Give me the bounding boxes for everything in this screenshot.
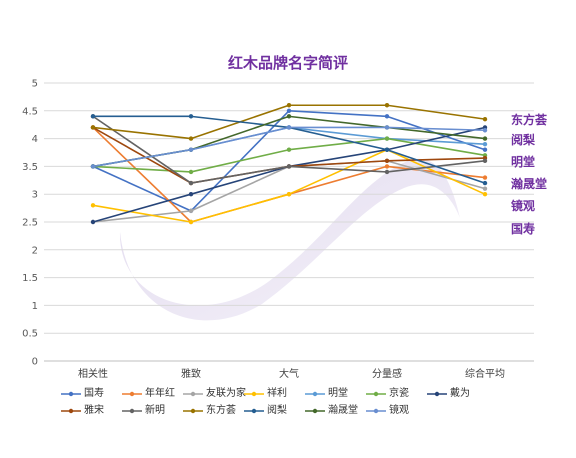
data-point (482, 192, 488, 197)
y-tick-label: 3 (32, 190, 38, 201)
data-point (482, 116, 488, 122)
data-point (90, 203, 96, 208)
annotation-label: 国寿 (511, 221, 536, 236)
legend-label: 国寿 (84, 388, 104, 399)
data-point (90, 219, 96, 225)
data-point (188, 219, 194, 225)
legend-swatch (61, 391, 81, 397)
data-point (384, 158, 390, 164)
annotation-label: 镜观 (511, 199, 536, 214)
legend-swatch (183, 391, 203, 397)
legend-swatch (183, 408, 203, 414)
annotation-label: 瀚晟堂 (511, 177, 548, 192)
y-tick-label: 3.5 (22, 162, 38, 173)
legend-label: 京瓷 (389, 388, 409, 399)
legend-swatch (122, 391, 142, 397)
annotation-label: 明堂 (511, 154, 536, 169)
data-point (482, 136, 488, 141)
legend-label: 阅梨 (267, 405, 287, 416)
legend-swatch (305, 408, 325, 414)
data-point (188, 192, 194, 197)
watermark-swoosh (119, 158, 461, 321)
data-point (90, 164, 96, 169)
data-point (188, 169, 194, 175)
data-point (286, 114, 292, 119)
legend-swatch (244, 391, 264, 397)
legend-label: 年年红 (145, 388, 175, 399)
legend-swatch (305, 391, 325, 397)
legend-label: 友联为家 (206, 388, 246, 399)
data-point (286, 192, 292, 197)
legend-label: 祥利 (267, 388, 287, 399)
legend-swatch (122, 408, 142, 414)
data-point (188, 114, 194, 119)
data-point (188, 180, 194, 186)
y-tick-label: 2 (32, 245, 38, 256)
y-tick-label: 4.5 (22, 106, 38, 117)
legend-swatch (366, 391, 386, 397)
data-point (482, 147, 488, 152)
x-tick-label: 综合平均 (465, 367, 505, 380)
y-tick-label: 4 (32, 134, 38, 145)
annotation-label: 东方荟 (511, 113, 548, 128)
data-point (188, 147, 194, 152)
legend-label: 明堂 (328, 388, 348, 399)
x-tick-label: 雅致 (181, 367, 201, 380)
data-point (384, 164, 390, 169)
data-point (90, 114, 96, 119)
data-point (482, 128, 488, 133)
data-point (286, 147, 292, 152)
y-tick-label: 5 (32, 79, 38, 90)
legend-label: 东方荟 (206, 405, 236, 416)
y-tick-label: 0 (32, 357, 38, 368)
x-tick-label: 大气 (279, 367, 299, 380)
annotation-label: 阅梨 (511, 132, 536, 147)
data-point (384, 114, 390, 119)
legend-label: 雅宋 (84, 405, 104, 416)
y-tick-label: 0.5 (22, 329, 38, 340)
data-point (90, 125, 96, 130)
chart-title: 红木品牌名字简评 (227, 54, 348, 72)
data-point (482, 180, 488, 186)
data-point (188, 208, 194, 214)
data-point (482, 175, 488, 180)
legend-swatch (427, 391, 447, 397)
legend-label: 戴为 (450, 388, 470, 399)
data-point (384, 147, 390, 152)
data-point (286, 125, 292, 130)
data-point (286, 164, 292, 169)
legend-swatch (366, 408, 386, 414)
y-tick-label: 2.5 (22, 218, 38, 229)
data-point (384, 169, 390, 175)
data-point (482, 141, 488, 147)
y-tick-label: 1.5 (22, 273, 38, 284)
legend-swatch (244, 408, 264, 414)
data-point (384, 125, 390, 130)
data-point (286, 108, 292, 114)
data-point (482, 186, 488, 191)
data-point (384, 136, 390, 141)
data-point (384, 103, 390, 108)
y-tick-label: 1 (32, 301, 38, 312)
data-point (286, 103, 292, 108)
legend-label: 新明 (145, 405, 165, 416)
data-point (188, 136, 194, 141)
legend-swatch (61, 408, 81, 414)
legend-label: 瀚晟堂 (328, 405, 358, 416)
x-tick-label: 相关性 (78, 367, 108, 380)
legend-label: 镜观 (389, 405, 409, 416)
x-tick-label: 分量感 (372, 367, 402, 380)
data-point (482, 158, 488, 164)
